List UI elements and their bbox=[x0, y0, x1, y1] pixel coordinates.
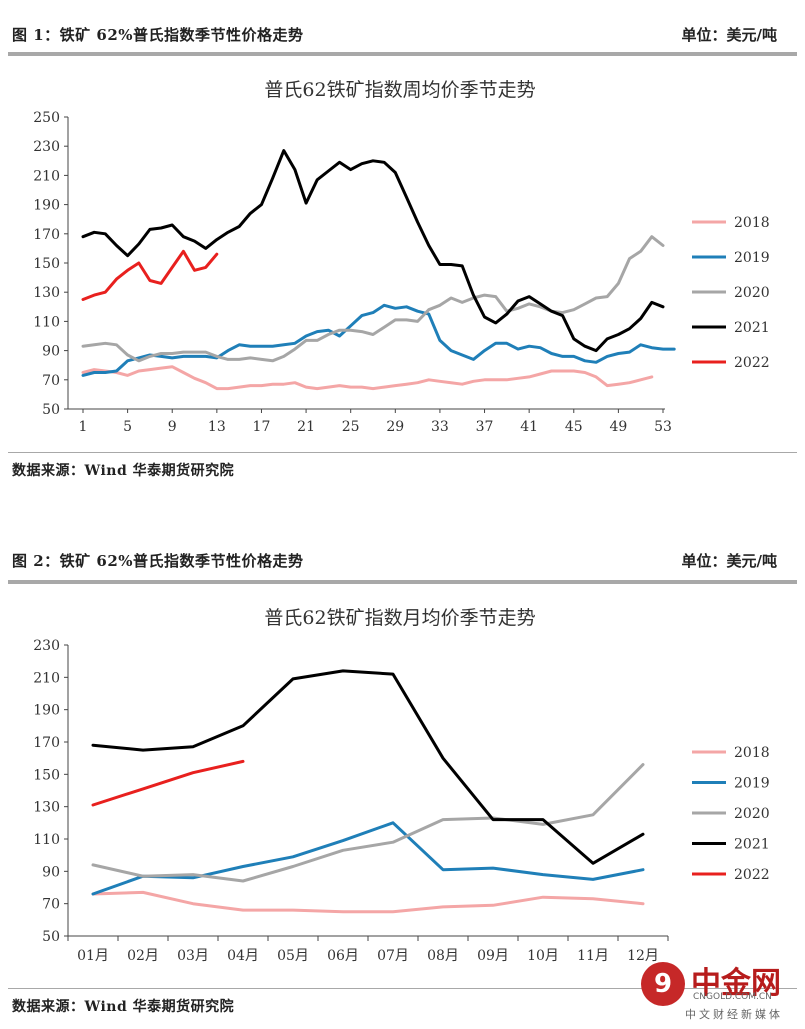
series-line-2022 bbox=[91, 759, 245, 807]
series-line-2021 bbox=[81, 149, 665, 353]
figure-2-unit: 单位：美元/吨 bbox=[681, 552, 777, 570]
chart-title: 普氏62铁矿指数周均价季节走势 bbox=[264, 79, 535, 101]
y-tick-label: 210 bbox=[33, 168, 60, 184]
x-tick-label: 13 bbox=[208, 419, 226, 435]
y-tick-label: 170 bbox=[33, 227, 60, 243]
figure-1-chart: 普氏62铁矿指数周均价季节走势 50 70 90 110 130 150 170 190 210… bbox=[33, 79, 770, 435]
y-tick-label: 130 bbox=[33, 800, 60, 816]
x-tick-label: 12月 bbox=[627, 948, 659, 964]
figure-1-header: 图 1：铁矿 62%普氏指数季节性价格走势 单位：美元/吨 bbox=[8, 14, 797, 54]
x-tick-label: 9 bbox=[168, 419, 177, 435]
series-line-2020 bbox=[91, 763, 645, 883]
x-tick-label: 41 bbox=[520, 419, 538, 435]
figure-1-unit: 单位：美元/吨 bbox=[681, 26, 777, 44]
y-tick-label: 190 bbox=[33, 703, 60, 719]
legend-label-2021: 2021 bbox=[734, 320, 770, 336]
series-line-2019 bbox=[81, 303, 676, 377]
y-tick-label: 130 bbox=[33, 285, 60, 301]
legend-label-2018: 2018 bbox=[734, 745, 770, 761]
legend-label-2022: 2022 bbox=[734, 355, 770, 371]
figure-1-top-rule bbox=[8, 52, 797, 56]
series-line-2019 bbox=[91, 821, 645, 896]
x-tick-label: 17 bbox=[253, 419, 271, 435]
series-line-2022 bbox=[81, 249, 219, 301]
x-tick-label: 10月 bbox=[527, 948, 559, 964]
legend-label-2018: 2018 bbox=[734, 215, 770, 231]
x-tick-label: 08月 bbox=[427, 948, 459, 964]
x-tick-label: 01月 bbox=[77, 948, 109, 964]
y-tick-label: 250 bbox=[33, 110, 60, 126]
x-tick-label: 05月 bbox=[277, 948, 309, 964]
y-tick-label: 110 bbox=[33, 314, 60, 330]
figure-1-bottom-rule bbox=[8, 452, 797, 453]
y-tick-label: 230 bbox=[33, 139, 60, 155]
figure-1-source: 数据来源：Wind 华泰期货研究院 bbox=[12, 463, 235, 479]
y-tick-label: 150 bbox=[33, 256, 60, 272]
figure-2-chart: 普氏62铁矿指数月均价季节走势 50 70 90 110 130 150 170 190 210… bbox=[33, 607, 770, 964]
x-tick-label: 25 bbox=[342, 419, 360, 435]
y-tick-label: 170 bbox=[33, 735, 60, 751]
x-tick-label: 53 bbox=[654, 419, 672, 435]
figure-2-bottom-rule bbox=[8, 988, 797, 989]
legend-label-2020: 2020 bbox=[734, 285, 770, 301]
legend-label-2019: 2019 bbox=[734, 776, 770, 792]
legend-label-2019: 2019 bbox=[734, 250, 770, 266]
legend-label-2021: 2021 bbox=[734, 837, 770, 853]
y-tick-label: 70 bbox=[42, 373, 60, 389]
cngold-watermark: 9 中金网 CNGOLD.COM.CN 中文财经新媒体 bbox=[641, 956, 791, 1021]
x-tick-label: 21 bbox=[297, 419, 315, 435]
x-tick-label: 02月 bbox=[127, 948, 159, 964]
x-tick-label: 03月 bbox=[177, 948, 209, 964]
y-tick-label: 50 bbox=[42, 402, 60, 418]
y-tick-label: 150 bbox=[33, 767, 60, 783]
legend-label-2022: 2022 bbox=[734, 867, 770, 883]
series-line-2020 bbox=[81, 235, 665, 363]
y-tick-label: 190 bbox=[33, 198, 60, 214]
y-tick-label: 230 bbox=[33, 638, 60, 654]
y-tick-label: 90 bbox=[42, 864, 60, 880]
x-tick-label: 5 bbox=[123, 419, 132, 435]
x-tick-label: 11月 bbox=[577, 948, 609, 964]
x-tick-label: 45 bbox=[565, 419, 583, 435]
x-tick-label: 1 bbox=[79, 419, 88, 435]
series-line-2018 bbox=[91, 890, 645, 914]
y-tick-label: 50 bbox=[42, 929, 60, 945]
x-tick-label: 07月 bbox=[377, 948, 409, 964]
legend-label-2020: 2020 bbox=[734, 806, 770, 822]
watermark-subtitle: 中文财经新媒体 bbox=[685, 1008, 783, 1021]
figure-1-title: 图 1：铁矿 62%普氏指数季节性价格走势 bbox=[12, 26, 304, 44]
watermark-url: CNGOLD.COM.CN bbox=[693, 992, 772, 1002]
y-tick-label: 210 bbox=[33, 670, 60, 686]
series-line-2018 bbox=[81, 365, 654, 391]
figure-2-source: 数据来源：Wind 华泰期货研究院 bbox=[12, 999, 235, 1015]
y-tick-label: 70 bbox=[42, 897, 60, 913]
x-tick-label: 29 bbox=[386, 419, 404, 435]
x-tick-label: 37 bbox=[476, 419, 494, 435]
x-tick-label: 33 bbox=[431, 419, 449, 435]
cngold-logo-icon: 9 bbox=[641, 962, 685, 1006]
figure-2-title: 图 2：铁矿 62%普氏指数季节性价格走势 bbox=[12, 552, 304, 570]
y-tick-label: 110 bbox=[33, 832, 60, 848]
series-line-2021 bbox=[91, 669, 645, 865]
x-tick-label: 06月 bbox=[327, 948, 359, 964]
x-tick-label: 04月 bbox=[227, 948, 259, 964]
x-tick-label: 09月 bbox=[477, 948, 509, 964]
figure-2-header: 图 2：铁矿 62%普氏指数季节性价格走势 单位：美元/吨 bbox=[8, 540, 797, 580]
x-tick-label: 49 bbox=[609, 419, 627, 435]
y-tick-label: 90 bbox=[42, 344, 60, 360]
chart-title: 普氏62铁矿指数月均价季节走势 bbox=[264, 607, 535, 629]
watermark-name: 中金网 bbox=[691, 966, 781, 1001]
figure-2-top-rule bbox=[8, 580, 797, 584]
